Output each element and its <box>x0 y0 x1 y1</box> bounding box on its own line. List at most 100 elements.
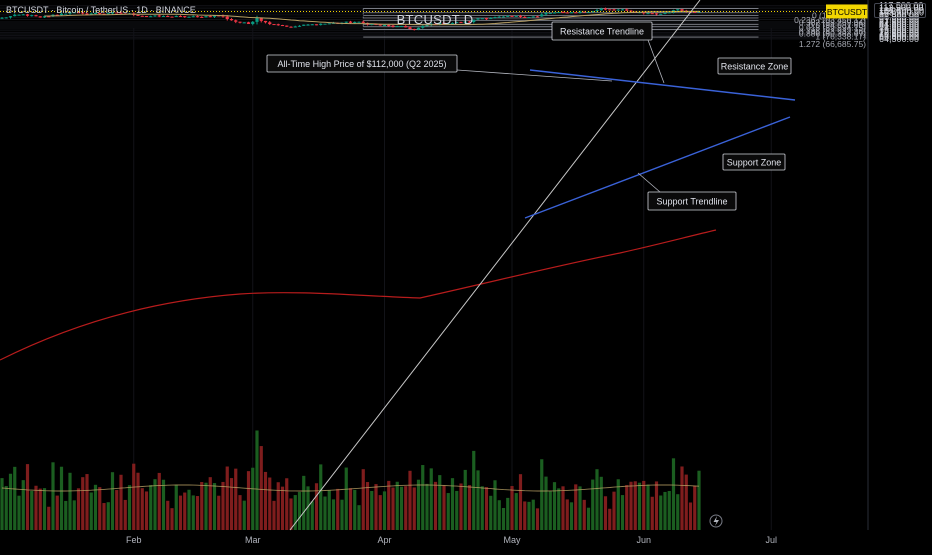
candle-body <box>348 21 353 23</box>
candle-body <box>25 14 30 16</box>
candle-body <box>399 26 404 28</box>
volume-bar <box>625 485 629 530</box>
candle-body <box>446 23 450 25</box>
volume-bar <box>208 477 212 530</box>
support-trendline-callout[interactable]: Support Trendline <box>647 191 737 211</box>
candle-body <box>489 18 493 20</box>
volume-bar <box>285 478 289 530</box>
candle-body <box>8 16 13 18</box>
volume-bar <box>480 486 484 530</box>
candle-body <box>238 21 242 23</box>
fib-level-label: 0.618 (89,894.15) <box>799 23 866 33</box>
volume-bar <box>144 491 149 530</box>
volume-bar <box>327 490 331 530</box>
ath-callout-box[interactable] <box>266 54 458 73</box>
candle-body <box>0 17 4 19</box>
candle-body <box>374 23 378 25</box>
candle-body <box>166 16 170 18</box>
candle-body <box>378 24 382 26</box>
resistance-trendline-callout-text: Resistance Trendline <box>560 26 644 36</box>
y-tick-label: 103,500.00 <box>879 8 924 18</box>
candle-body <box>642 12 646 14</box>
support-zone-callout[interactable]: Support Zone <box>722 153 786 171</box>
volume-bar <box>421 465 425 530</box>
candle-body <box>327 23 331 25</box>
volume-bar <box>30 490 34 530</box>
candle-body <box>650 13 654 15</box>
candle-body <box>225 16 229 19</box>
candle-body <box>323 23 327 25</box>
candle-body <box>55 14 59 16</box>
support-zone-callout-box[interactable] <box>722 153 786 171</box>
candle-body <box>497 16 501 18</box>
volume-bar <box>259 446 263 530</box>
volume-bar <box>42 488 47 530</box>
x-tick-label: Jul <box>765 535 777 545</box>
candle-body <box>459 22 463 24</box>
lightning-icon-ring <box>709 514 723 528</box>
candle-body <box>608 9 612 11</box>
volume-bar <box>13 466 17 530</box>
volume-bar <box>123 499 127 530</box>
volume-bar <box>582 499 586 530</box>
candle-body <box>620 9 625 11</box>
volume-bar <box>535 508 540 530</box>
candle-body <box>285 25 289 27</box>
candle-body <box>425 25 429 27</box>
volume-bar <box>255 430 259 530</box>
volume-bar <box>204 482 208 530</box>
candle-body <box>616 9 620 11</box>
lightning-icon[interactable] <box>709 514 723 528</box>
candle-body <box>34 15 38 17</box>
volume-bar <box>467 485 472 530</box>
volume-bar <box>55 495 59 530</box>
volume-bar <box>544 476 548 530</box>
volume-bar <box>115 490 119 530</box>
chart-title: BTCUSDT D <box>396 12 474 27</box>
candle-body <box>574 12 578 14</box>
volume-bar <box>654 481 659 530</box>
candle-body <box>603 8 608 10</box>
volume-bar <box>64 500 68 530</box>
candle-body <box>523 16 527 18</box>
candle-body <box>565 12 569 14</box>
volume-bar <box>565 499 569 530</box>
resistance-zone-callout-box[interactable] <box>717 57 792 75</box>
volume-bar <box>76 488 81 530</box>
y-tick-label: 87,500.00 <box>879 17 919 27</box>
resistance-zone-callout[interactable]: Resistance Zone <box>717 57 792 75</box>
resistance-trendline-callout-box[interactable] <box>551 21 653 41</box>
price-axis[interactable] <box>868 0 932 550</box>
candle-body <box>391 25 395 27</box>
candle-body <box>30 15 34 17</box>
support-trendline-callout-box[interactable] <box>647 191 737 211</box>
candle-body <box>170 16 174 18</box>
x-tick-label: Mar <box>245 535 261 545</box>
candle-body <box>242 22 246 24</box>
candle-body <box>408 27 412 29</box>
candle-body <box>68 12 72 14</box>
volume-bar <box>688 502 693 530</box>
volume-bar <box>47 506 51 530</box>
volume-bar <box>591 479 595 530</box>
volume-bar <box>463 469 467 530</box>
volume-bar <box>212 483 217 530</box>
currency-button[interactable]: USDT <box>874 3 926 18</box>
volume-bar <box>433 481 438 530</box>
volume-bar <box>38 488 42 530</box>
candle-body <box>276 24 280 26</box>
candle-body <box>561 12 565 14</box>
fib-level-label: 0.886 (80,383.67) <box>799 29 866 39</box>
candle-body <box>548 12 552 14</box>
volume-bar <box>293 495 297 530</box>
candle-body <box>493 17 497 19</box>
candle-body <box>280 25 285 27</box>
ath-callout[interactable]: All-Time High Price of $112,000 (Q2 2025… <box>266 54 458 73</box>
y-tick-label: 81,500.00 <box>879 21 919 31</box>
resistance-trendline-callout[interactable]: Resistance Trendline <box>551 21 653 41</box>
volume-bar <box>85 474 89 530</box>
candle-body <box>404 26 408 28</box>
volume-bar <box>637 482 642 530</box>
